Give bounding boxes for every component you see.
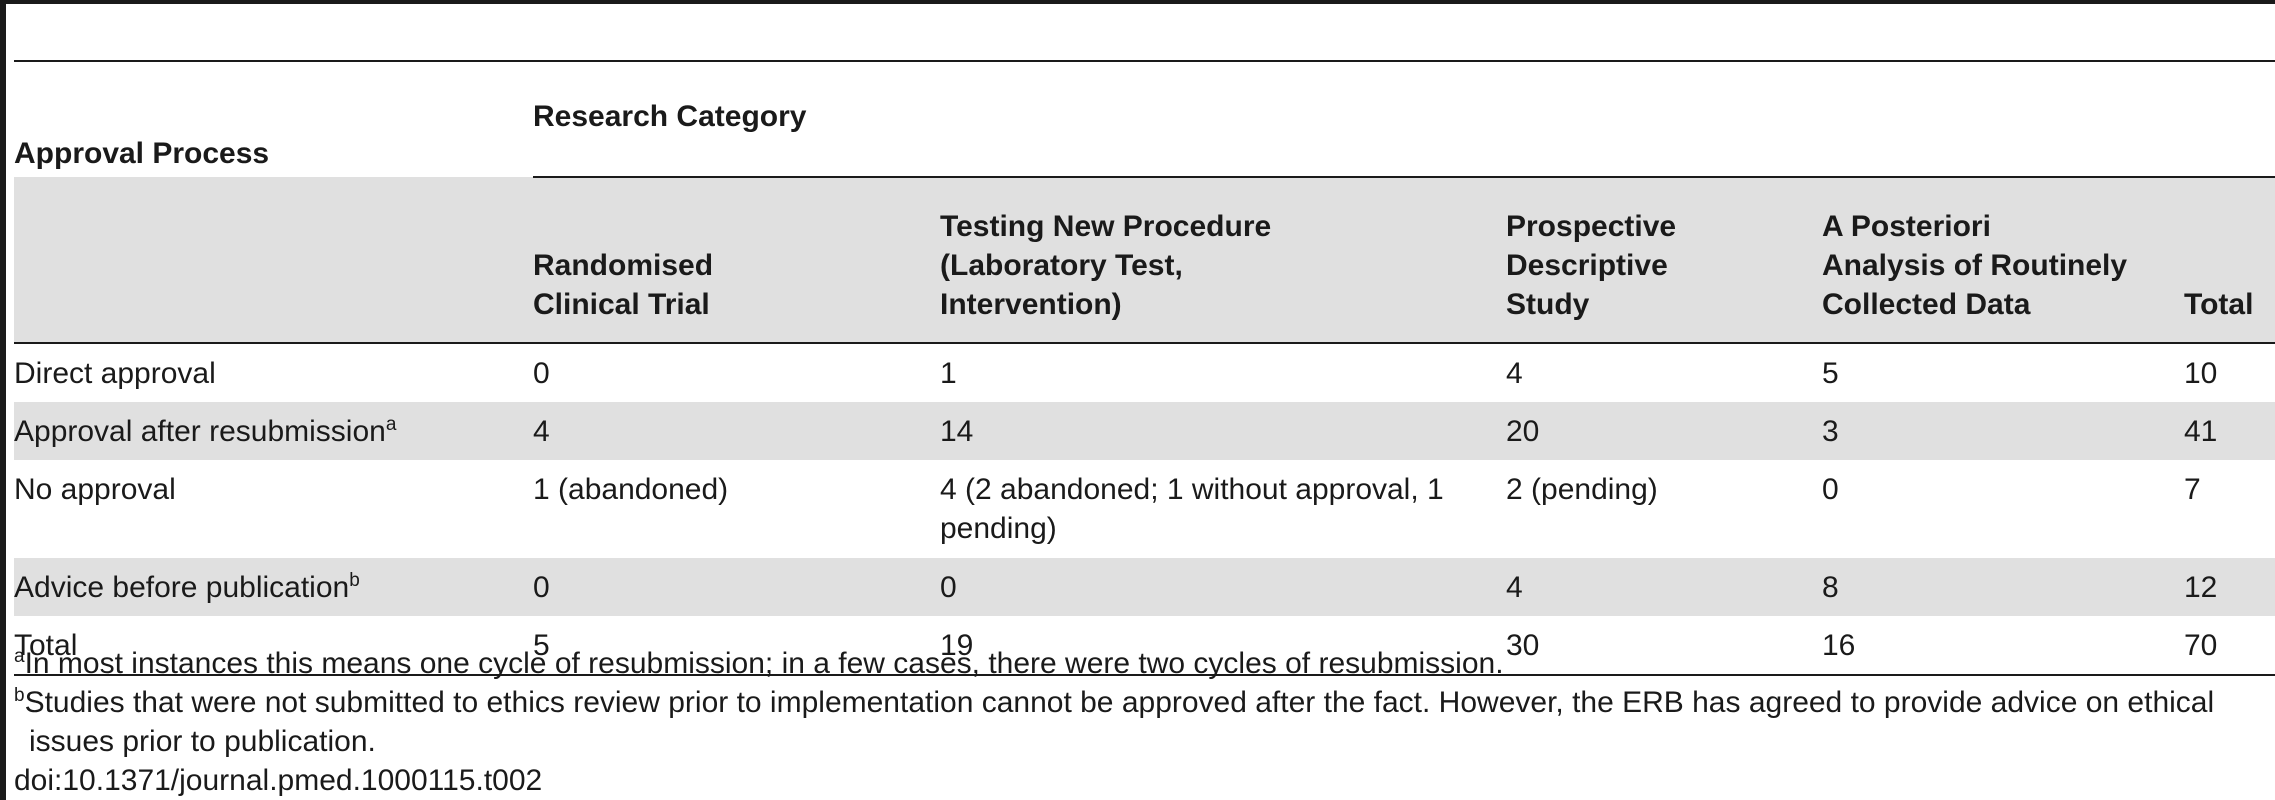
table-cell: 16 xyxy=(1822,616,2184,676)
header-research-category: Research Category xyxy=(533,60,2275,178)
footnote-text-continued: issues prior to publication. xyxy=(29,725,376,758)
table-footnotes: aIn most instances this means one cycle … xyxy=(14,644,2269,800)
header-line: A Posteriori xyxy=(1822,210,1991,243)
approval-table: Approval Process Research Category Rando… xyxy=(14,60,2275,676)
footnote-b: bStudies that were not submitted to ethi… xyxy=(14,683,2269,761)
table-cell: 4 xyxy=(1506,357,1523,390)
table-cell: 4 xyxy=(1506,558,1822,616)
table-cell: 3 xyxy=(1822,402,2184,460)
header-col-prospective: Prospective Descriptive Study xyxy=(1506,177,1822,344)
table-cell: 7 xyxy=(2184,473,2201,506)
row-label: Direct approval xyxy=(14,343,533,402)
table-cell: 30 xyxy=(1506,616,1822,676)
header-line: Analysis of Routinely xyxy=(1822,249,2128,282)
table-cell: 5 xyxy=(1822,357,1839,390)
header-col-posteriori: A Posteriori Analysis of Routinely Colle… xyxy=(1822,177,2184,344)
table-cell: 0 xyxy=(533,558,940,616)
table-cell: 1 xyxy=(940,357,957,390)
header-col-testing: Testing New Procedure (Laboratory Test, … xyxy=(940,177,1506,344)
table-cell: 19 xyxy=(940,616,1506,676)
footnote-mark: a xyxy=(385,414,397,435)
header-line: Total xyxy=(2184,288,2254,321)
row-label: Approval after resubmissiona xyxy=(14,402,533,460)
table-container: Approval Process Research Category Rando… xyxy=(14,60,2275,676)
row-label-text: No approval xyxy=(14,473,176,506)
table-cell: 4 (2 abandoned; 1 without approval, 1 pe… xyxy=(940,473,1444,545)
header-line: Study xyxy=(1506,288,1590,321)
table-row: Advice before publicationb 0 0 4 8 12 xyxy=(14,558,2275,616)
table-cell: 70 xyxy=(2184,616,2275,676)
table-cell: 1 (abandoned) xyxy=(533,473,729,506)
table-cell: 12 xyxy=(2184,558,2275,616)
header-col-rct: Randomised Clinical Trial xyxy=(533,177,940,344)
header-line: Descriptive xyxy=(1506,249,1668,282)
table-cell: 5 xyxy=(533,616,940,676)
header-empty-cell xyxy=(14,177,533,344)
table-cell: 0 xyxy=(1822,473,1839,506)
header-row-2: Randomised Clinical Trial Testing New Pr… xyxy=(14,177,2275,344)
footnote-text: Studies that were not submitted to ethic… xyxy=(24,686,2215,719)
footnote-a: aIn most instances this means one cycle … xyxy=(14,644,2269,683)
footnote-text: In most instances this means one cycle o… xyxy=(24,647,1504,680)
row-label: Advice before publicationb xyxy=(14,558,533,616)
header-line: (Laboratory Test, xyxy=(940,249,1183,282)
table-cell: 0 xyxy=(533,357,550,390)
table-cell: 20 xyxy=(1506,402,1822,460)
row-label: Total xyxy=(14,616,533,676)
header-line: Intervention) xyxy=(940,288,1122,321)
table-row: Direct approval 0 1 4 5 10 xyxy=(14,343,2275,402)
header-line: Prospective xyxy=(1506,210,1677,243)
footnote-mark: b xyxy=(349,570,360,591)
row-label-text: Advice before publication xyxy=(14,571,350,604)
table-row: Total 5 19 30 16 70 xyxy=(14,616,2275,676)
table-cell: 0 xyxy=(940,558,1506,616)
header-line: Testing New Procedure xyxy=(940,210,1272,243)
top-rule xyxy=(0,0,2275,4)
left-border xyxy=(0,0,6,800)
header-col-total: Total xyxy=(2184,177,2275,344)
header-row-1: Approval Process Research Category xyxy=(14,60,2275,178)
table-cell: 14 xyxy=(940,402,1506,460)
header-approval-process: Approval Process xyxy=(14,60,533,177)
table-cell: 2 (pending) xyxy=(1506,473,1658,506)
header-line: Randomised xyxy=(533,249,714,282)
doi-reference: doi:10.1371/journal.pmed.1000115.t002 xyxy=(14,764,543,797)
row-label: No approval xyxy=(14,460,533,558)
footnote-mark: b xyxy=(14,685,25,706)
header-line: Clinical Trial xyxy=(533,288,710,321)
table-cell: 41 xyxy=(2184,402,2275,460)
row-label-text: Approval after resubmission xyxy=(14,415,386,448)
row-label-text: Total xyxy=(14,629,78,662)
footnote-mark: a xyxy=(14,646,25,667)
table-cell: 4 xyxy=(533,402,940,460)
header-line: Collected Data xyxy=(1822,288,2031,321)
table-cell: 10 xyxy=(2184,357,2218,390)
table-row: No approval 1 (abandoned) 4 (2 abandoned… xyxy=(14,460,2275,558)
table-cell: 8 xyxy=(1822,558,2184,616)
row-label-text: Direct approval xyxy=(14,357,216,390)
table-row: Approval after resubmissiona 4 14 20 3 4… xyxy=(14,402,2275,460)
